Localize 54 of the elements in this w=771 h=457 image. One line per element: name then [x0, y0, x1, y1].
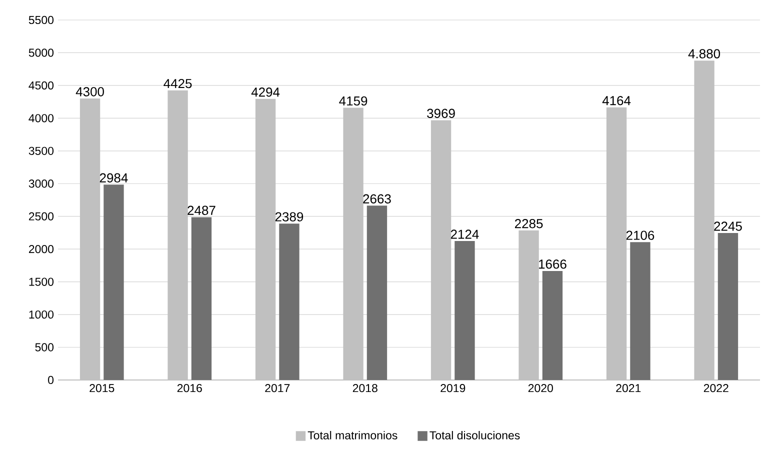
x-tick-label: 2018	[352, 384, 378, 392]
y-tick-label: 4500	[28, 81, 54, 90]
bar	[606, 107, 627, 380]
bar	[104, 184, 124, 380]
y-tick-label: 1500	[29, 278, 54, 286]
bar	[430, 120, 452, 380]
data-label: 2487	[188, 206, 216, 215]
bar	[191, 217, 212, 380]
bar	[718, 233, 738, 380]
bar	[80, 98, 100, 380]
x-tick-label: 2019	[440, 384, 466, 392]
bar	[168, 90, 188, 380]
bar	[630, 242, 650, 380]
data-label: 2245	[714, 222, 742, 231]
data-label: 4300	[76, 87, 104, 96]
x-tick-label: 2021	[616, 384, 641, 392]
data-label: 2124	[450, 230, 479, 239]
legend-label: Total disoluciones	[430, 430, 520, 440]
legend-label: Total matrimonios	[308, 430, 398, 440]
data-label: 2389	[275, 212, 304, 222]
y-tick-label: 2500	[28, 212, 54, 220]
bar	[343, 108, 364, 380]
x-tick-label: 2016	[177, 384, 202, 392]
data-label: 2984	[100, 173, 128, 182]
data-label: 4425	[164, 78, 192, 88]
data-label: 3969	[427, 108, 455, 118]
x-tick-label: 2022	[704, 384, 728, 392]
bar	[454, 240, 475, 380]
y-tick-label: 2000	[28, 245, 54, 254]
bar	[255, 98, 276, 380]
bar	[694, 60, 714, 380]
bar	[279, 224, 300, 380]
data-label: 4159	[339, 96, 368, 106]
y-tick-label: 5500	[28, 16, 54, 24]
y-tick-label: 1000	[29, 310, 54, 319]
bar	[542, 270, 563, 380]
y-tick-label: 4000	[28, 114, 54, 122]
bar	[518, 230, 539, 380]
x-tick-label: 2017	[265, 384, 290, 392]
bar	[366, 206, 388, 380]
data-label: 2663	[363, 194, 391, 204]
y-tick-label: 5000	[28, 48, 54, 57]
y-tick-label: 3500	[28, 146, 54, 155]
data-label: 2285	[514, 219, 543, 228]
y-tick-label: 0	[48, 376, 54, 384]
x-tick-label: 2020	[528, 384, 553, 392]
data-label: 4164	[602, 96, 631, 106]
data-label: 4294	[251, 88, 280, 97]
y-tick-label: 500	[35, 343, 54, 352]
data-label: 4.880	[688, 49, 720, 58]
x-tick-label: 2015	[90, 384, 114, 392]
y-tick-label: 3000	[28, 180, 54, 188]
data-label: 1666	[539, 260, 566, 269]
data-label: 2106	[626, 230, 654, 240]
